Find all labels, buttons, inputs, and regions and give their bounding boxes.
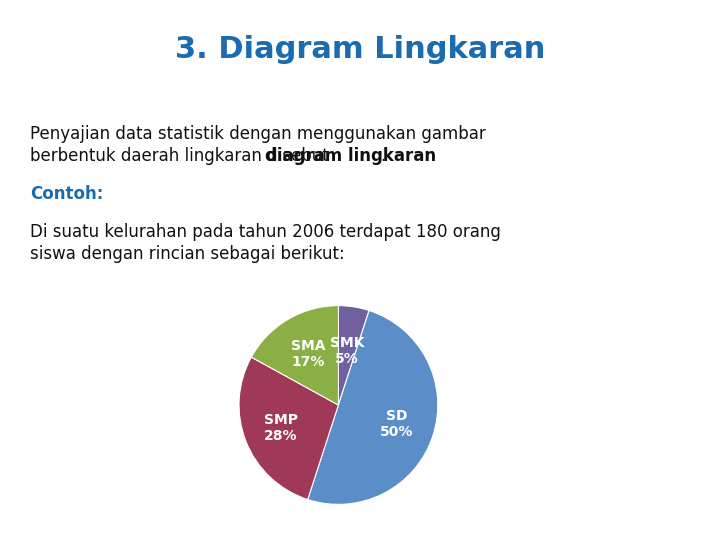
Text: SMP
28%: SMP 28% <box>264 413 298 443</box>
Text: SMK
5%: SMK 5% <box>330 336 364 366</box>
Wedge shape <box>338 306 369 405</box>
Wedge shape <box>239 357 338 500</box>
Text: Contoh:: Contoh: <box>30 185 104 203</box>
Wedge shape <box>307 310 438 504</box>
Text: Di suatu kelurahan pada tahun 2006 terdapat 180 orang: Di suatu kelurahan pada tahun 2006 terda… <box>30 223 501 241</box>
Wedge shape <box>251 306 338 405</box>
Text: diagram lingkaran: diagram lingkaran <box>265 147 436 165</box>
Text: siswa dengan rincian sebagai berikut:: siswa dengan rincian sebagai berikut: <box>30 245 345 263</box>
Text: berbentuk daerah lingkaran disebut: berbentuk daerah lingkaran disebut <box>30 147 334 165</box>
Text: SD
50%: SD 50% <box>380 409 414 439</box>
Text: SMA
17%: SMA 17% <box>291 339 325 369</box>
Text: Penyajian data statistik dengan menggunakan gambar: Penyajian data statistik dengan mengguna… <box>30 125 486 143</box>
Text: .: . <box>380 147 386 165</box>
Text: 3. Diagram Lingkaran: 3. Diagram Lingkaran <box>175 36 545 64</box>
